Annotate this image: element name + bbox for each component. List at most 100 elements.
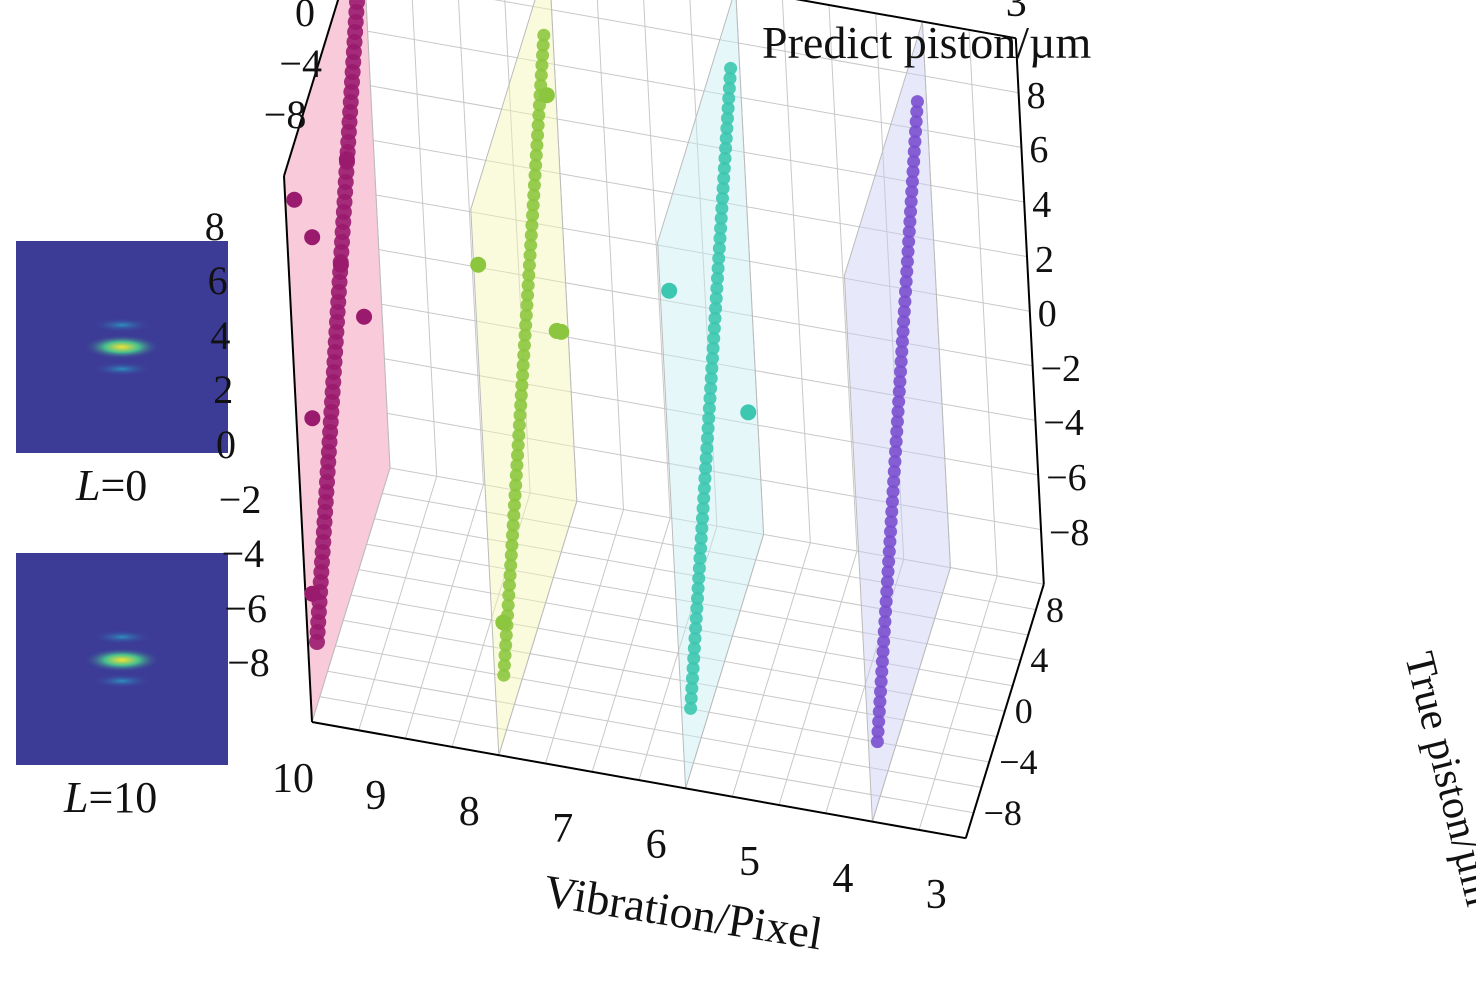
data-point [522, 268, 536, 282]
data-point [889, 445, 903, 459]
data-point [903, 215, 917, 229]
data-point [499, 638, 513, 652]
top-y-tick-label: −8 [263, 91, 307, 137]
z-tick-label-right: 6 [1029, 129, 1049, 172]
data-point [705, 351, 719, 365]
data-point [707, 331, 721, 345]
top-y-tick-label: −4 [279, 40, 322, 86]
back-grid-line [411, 0, 438, 477]
data-point [502, 578, 516, 592]
z-tick-label-right: −6 [1046, 457, 1087, 499]
data-point [907, 155, 921, 169]
data-point [507, 508, 521, 522]
outlier-point [495, 614, 512, 631]
data-point [719, 141, 733, 155]
data-point [882, 545, 896, 559]
data-point [511, 438, 525, 452]
data-point [886, 485, 900, 499]
outlier-point [661, 282, 678, 299]
data-point [518, 328, 532, 342]
outlier-point [286, 191, 303, 208]
floor-grid-line [327, 670, 982, 788]
data-point [524, 228, 538, 242]
back-grid-line [596, 0, 624, 510]
y-tick-label-right: 0 [1014, 691, 1033, 732]
data-point [503, 568, 517, 582]
data-point [709, 301, 723, 315]
data-point [349, 0, 365, 10]
data-point [884, 525, 898, 539]
data-point [887, 465, 901, 479]
outlier-point [470, 256, 487, 273]
data-point [904, 195, 918, 209]
x-tick-label: 8 [458, 789, 480, 836]
back-grid-line [781, 0, 811, 543]
data-point [517, 338, 531, 352]
data-point [525, 218, 539, 232]
data-point [899, 285, 913, 299]
data-point [872, 705, 886, 719]
data-point [531, 118, 545, 132]
data-point [907, 145, 921, 159]
data-point [904, 205, 918, 219]
data-point [910, 105, 924, 119]
series-2-points [470, 28, 570, 682]
data-point [910, 95, 924, 109]
data-point [530, 138, 544, 152]
data-point [901, 245, 915, 259]
z-tick-label-left: 6 [207, 258, 228, 304]
data-point [695, 521, 709, 535]
data-point [516, 358, 530, 372]
data-point [701, 421, 715, 435]
data-point [702, 411, 716, 425]
data-point [514, 388, 528, 402]
back-grid-line [828, 4, 858, 552]
axis-edge [795, 0, 1016, 40]
data-point [897, 315, 911, 329]
inset-label-l0: L=0 [76, 461, 148, 510]
z-tick-label-left: 0 [216, 422, 236, 467]
outlier-point [304, 229, 321, 246]
outlier-point [538, 87, 555, 104]
data-point [512, 418, 526, 432]
data-point [699, 451, 713, 465]
data-point [693, 551, 707, 565]
data-point [532, 108, 546, 122]
data-point [892, 385, 906, 399]
data-point [520, 298, 534, 312]
axis-edge [1014, 38, 1045, 585]
data-point [872, 715, 886, 729]
data-point [908, 135, 922, 149]
data-point [893, 375, 907, 389]
data-point [497, 658, 511, 672]
data-point [887, 475, 901, 489]
data-point [894, 365, 908, 379]
z-tick-label-right: −4 [1043, 402, 1084, 445]
data-point [890, 425, 904, 439]
data-point [714, 221, 728, 235]
data-point [721, 101, 735, 115]
top-y-tick-label: 0 [295, 0, 315, 35]
series-4-points [870, 95, 924, 749]
data-point [879, 595, 893, 609]
floor-grid-line [319, 696, 974, 814]
data-point [905, 185, 919, 199]
data-point [704, 381, 718, 395]
data-point [717, 171, 731, 185]
data-point [689, 621, 703, 635]
outlier-point [304, 585, 321, 602]
data-point [534, 68, 548, 82]
data-point [902, 235, 916, 249]
data-point [905, 175, 919, 189]
data-point [876, 645, 890, 659]
top-x-tick-label: 3 [1005, 0, 1027, 27]
inset-label-l10: L=10 [64, 773, 158, 822]
data-point [891, 405, 905, 419]
data-point [509, 468, 523, 482]
data-point [536, 38, 550, 52]
data-point [892, 395, 906, 409]
data-point [523, 248, 537, 262]
floor-grid-line [350, 594, 1005, 712]
z-tick-label-left: 2 [213, 367, 234, 413]
y-tick-label-right: −4 [999, 742, 1038, 782]
